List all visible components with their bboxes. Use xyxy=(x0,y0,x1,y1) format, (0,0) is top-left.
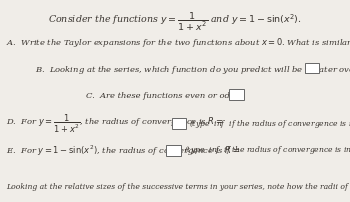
Text: Looking at the relative sizes of the successive terms in your series, note how t: Looking at the relative sizes of the suc… xyxy=(6,183,350,191)
FancyBboxPatch shape xyxy=(166,145,181,156)
Text: A.  Write the Taylor expansions for the two functions about $x = 0$. What is sim: A. Write the Taylor expansions for the t… xyxy=(6,36,350,48)
FancyBboxPatch shape xyxy=(304,63,319,73)
Text: B.  Looking at the series, which function do you predict will be greater over th: B. Looking at the series, which function… xyxy=(35,63,350,76)
Text: D.  For $y = \dfrac{1}{1 + x^2}$, the radius of convergence is $R = $: D. For $y = \dfrac{1}{1 + x^2}$, the rad… xyxy=(6,113,224,135)
Text: Consider the functions $y = \dfrac{1}{1 + x^2}$ and $y = 1 - \sin(x^2)$.: Consider the functions $y = \dfrac{1}{1 … xyxy=(48,11,302,34)
Text: (type  inf  if the radius of convergence is infinite to get $\infty$).: (type inf if the radius of convergence i… xyxy=(184,144,350,157)
Text: (type  inf  if the radius of convergence is infinite to get $\infty$).: (type inf if the radius of convergence i… xyxy=(189,118,350,130)
Text: E.  For $y = 1 - \sin(x^2)$, the radius of convergence is $R = $: E. For $y = 1 - \sin(x^2)$, the radius o… xyxy=(6,143,241,158)
Text: C.  Are these functions even or odd?: C. Are these functions even or odd? xyxy=(86,92,239,100)
FancyBboxPatch shape xyxy=(229,89,244,100)
FancyBboxPatch shape xyxy=(172,118,186,129)
